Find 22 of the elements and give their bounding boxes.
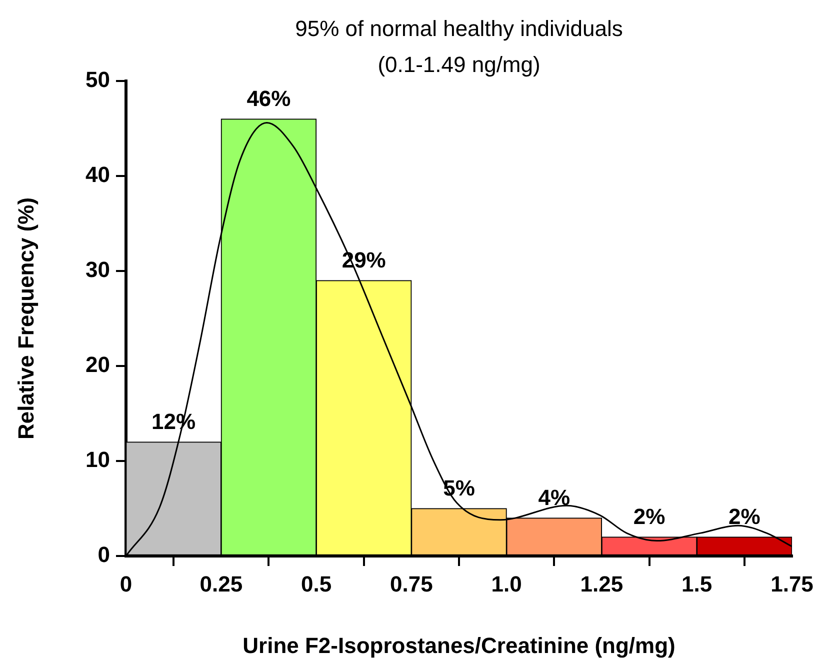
data-label: 46% — [246, 86, 291, 112]
x-tick-label: 1.0 — [491, 571, 522, 596]
y-tick-label: 20 — [86, 352, 110, 378]
y-tick-label: 30 — [86, 257, 110, 282]
x-tick-label: 1.5 — [682, 571, 712, 596]
x-tick-label: 0 — [120, 571, 132, 596]
x-tick-label: 0.25 — [200, 571, 243, 596]
y-axis-title: Relative Frequency (%) — [13, 197, 38, 440]
chart-subtitle: (0.1-1.49 ng/mg) — [378, 52, 540, 78]
x-axis-title: Urine F2-Isoprostanes/Creatinine (ng/mg) — [242, 632, 676, 658]
y-tick-label: 50 — [86, 67, 110, 92]
y-tick-label: 40 — [86, 162, 110, 188]
y-tick-label: 0 — [98, 542, 110, 568]
data-label: 2% — [728, 504, 760, 530]
x-tick-label: 1.25 — [580, 571, 624, 596]
data-label: 4% — [538, 485, 570, 510]
x-tick-label: 0.75 — [390, 571, 433, 596]
data-label: 2% — [633, 504, 666, 530]
y-tick-label: 10 — [86, 447, 110, 472]
x-tick-label: 0.5 — [300, 571, 332, 596]
x-tick-label: 1.75 — [770, 571, 814, 596]
chart-title: 95% of normal healthy individuals — [295, 16, 623, 42]
